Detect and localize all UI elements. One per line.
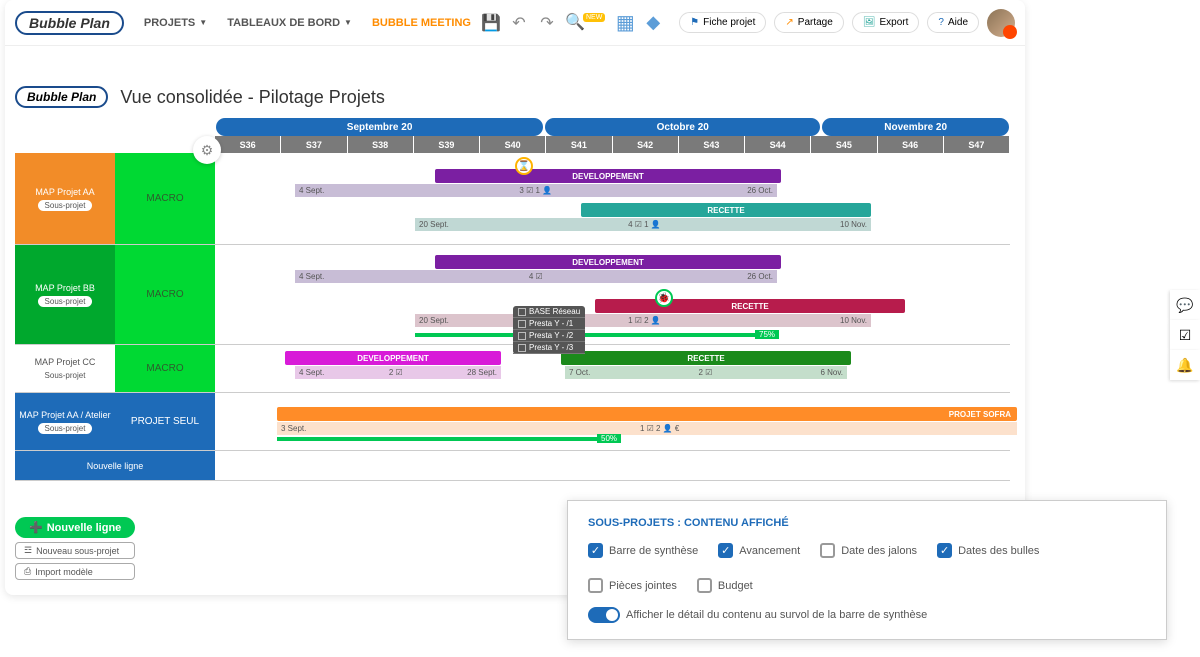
month-header: Septembre 20	[216, 118, 543, 136]
gantt-bar-detail[interactable]: 4 Sept.2 ☑28 Sept.	[295, 366, 501, 379]
option-label: Barre de synthèse	[609, 545, 698, 557]
week-header: S37	[281, 136, 347, 153]
option-item[interactable]: ✓ Dates des bulles	[937, 543, 1039, 558]
sous-projet-badge[interactable]: Sous-projet	[38, 296, 93, 307]
redo-icon[interactable]: ↷	[539, 15, 555, 31]
row-header[interactable]: Nouvelle ligne	[15, 451, 215, 480]
gantt-bar-detail[interactable]: 20 Sept.4 ☑ 1 👤10 Nov.	[415, 218, 871, 231]
undo-icon[interactable]: ↶	[511, 15, 527, 31]
week-header: S36	[215, 136, 281, 153]
week-header: S46	[878, 136, 944, 153]
check-icon[interactable]: ☑	[1170, 320, 1200, 350]
option-label: Dates des bulles	[958, 545, 1039, 557]
checkbox[interactable]: ✓	[937, 543, 952, 558]
gantt-bar-header[interactable]: DEVELOPPEMENT	[285, 351, 501, 365]
aide-button[interactable]: ?Aide	[927, 12, 979, 33]
diamond-icon[interactable]: ◆	[645, 15, 661, 31]
sous-projet-badge[interactable]: Sous-projet	[38, 200, 93, 211]
logo: Bubble Plan	[15, 11, 124, 35]
gantt-bar-header[interactable]: RECETTE	[561, 351, 851, 365]
option-item[interactable]: ✓ Barre de synthèse	[588, 543, 698, 558]
new-badge: NEW	[583, 13, 605, 22]
option-label: Budget	[718, 580, 753, 592]
gantt-bar-detail[interactable]: 4 Sept.4 ☑26 Oct.	[295, 270, 777, 283]
option-item[interactable]: Date des jalons	[820, 543, 917, 558]
logo-secondary: Bubble Plan	[15, 86, 108, 108]
checkbox[interactable]: ✓	[718, 543, 733, 558]
row-header[interactable]: MAP Projet BBSous-projet	[15, 245, 115, 344]
gantt-bar-header[interactable]: RECETTE	[581, 203, 871, 217]
week-header: S43	[679, 136, 745, 153]
topbar: Bubble Plan PROJETS▼ TABLEAUX DE BORD▼ B…	[5, 0, 1025, 46]
gantt-bar-detail[interactable]: 20 Sept.1 ☑ 2 👤10 Nov.	[415, 314, 871, 327]
week-header: S47	[944, 136, 1010, 153]
import-model-button[interactable]: ⎙Import modèle	[15, 563, 135, 580]
week-header: S39	[414, 136, 480, 153]
progress-bar	[277, 437, 617, 441]
gantt-bar-detail[interactable]: 3 Sept.1 ☑ 2 👤 €	[277, 422, 1017, 435]
gear-icon[interactable]: ⚙	[193, 136, 221, 164]
month-header: Octobre 20	[545, 118, 820, 136]
bell-icon[interactable]: 🔔	[1170, 350, 1200, 380]
gantt-bar-header[interactable]: RECETTE	[595, 299, 905, 313]
options-panel: SOUS-PROJETS : CONTENU AFFICHÉ ✓ Barre de…	[567, 500, 1167, 640]
option-label: Avancement	[739, 545, 800, 557]
toggle-label: Afficher le détail du contenu au survol …	[626, 609, 927, 621]
nav-tdb[interactable]: TABLEAUX DE BORD▼	[227, 17, 352, 29]
avatar[interactable]	[987, 9, 1015, 37]
progress-label: 75%	[755, 330, 779, 339]
row-category[interactable]: MACRO	[115, 345, 215, 392]
progress-bar	[415, 333, 775, 337]
save-icon[interactable]: 💾	[483, 15, 499, 31]
page-title: Vue consolidée - Pilotage Projets	[120, 87, 385, 108]
export-button[interactable]: 🖼Export	[852, 12, 920, 33]
tooltip-detail: BASE RéseauPresta Y - /1Presta Y - /2Pre…	[513, 306, 585, 354]
sous-projet-badge[interactable]: Sous-projet	[38, 370, 93, 381]
month-header: Novembre 20	[822, 118, 1009, 136]
gantt-bar-header[interactable]: DEVELOPPEMENT	[435, 255, 781, 269]
option-label: Pièces jointes	[609, 580, 677, 592]
checkbox[interactable]: ✓	[588, 543, 603, 558]
fiche-projet-button[interactable]: ⚑Fiche projet	[679, 12, 766, 33]
option-item[interactable]: Budget	[697, 578, 753, 593]
nav-projets[interactable]: PROJETS▼	[144, 17, 207, 29]
row-category[interactable]: MACRO	[115, 245, 215, 344]
partage-button[interactable]: ↗Partage	[774, 12, 843, 33]
search-icon[interactable]: 🔍	[567, 14, 583, 30]
gantt-bar-header[interactable]: DEVELOPPEMENT	[435, 169, 781, 183]
options-title: SOUS-PROJETS : CONTENU AFFICHÉ	[588, 517, 1146, 529]
option-item[interactable]: ✓ Avancement	[718, 543, 800, 558]
option-label: Date des jalons	[841, 545, 917, 557]
week-header: S42	[613, 136, 679, 153]
week-header: S45	[811, 136, 877, 153]
chat-icon[interactable]: 💬	[1170, 290, 1200, 320]
row-header[interactable]: MAP Projet CCSous-projet	[15, 345, 115, 392]
week-header: S41	[546, 136, 612, 153]
checkbox[interactable]	[588, 578, 603, 593]
progress-label: 50%	[597, 434, 621, 443]
week-header: S40	[480, 136, 546, 153]
checkbox[interactable]	[697, 578, 712, 593]
week-header: S44	[745, 136, 811, 153]
gantt-bar-header[interactable]: PROJET SOFRA	[277, 407, 1017, 421]
new-subproject-button[interactable]: ☲Nouveau sous-projet	[15, 542, 135, 559]
new-line-button[interactable]: ➕Nouvelle ligne	[15, 517, 135, 538]
row-category[interactable]: PROJET SEUL	[115, 393, 215, 450]
milestone-icon[interactable]: 🐞	[655, 289, 673, 307]
row-header[interactable]: MAP Projet AA / AtelierSous-projet	[15, 393, 115, 450]
detail-toggle[interactable]	[588, 607, 620, 623]
gantt-bar-detail[interactable]: 7 Oct.2 ☑6 Nov.	[565, 366, 847, 379]
sous-projet-badge[interactable]: Sous-projet	[38, 423, 93, 434]
option-item[interactable]: Pièces jointes	[588, 578, 677, 593]
milestone-icon[interactable]: ⌛	[515, 157, 533, 175]
checkbox[interactable]	[820, 543, 835, 558]
row-header[interactable]: MAP Projet AASous-projet	[15, 153, 115, 244]
week-header: S38	[348, 136, 414, 153]
calendar-icon[interactable]: ▦	[617, 15, 633, 31]
nav-meeting[interactable]: BUBBLE MEETING	[372, 17, 471, 29]
row-category[interactable]: MACRO	[115, 153, 215, 244]
gantt-bar-detail[interactable]: 4 Sept.3 ☑ 1 👤26 Oct.	[295, 184, 777, 197]
